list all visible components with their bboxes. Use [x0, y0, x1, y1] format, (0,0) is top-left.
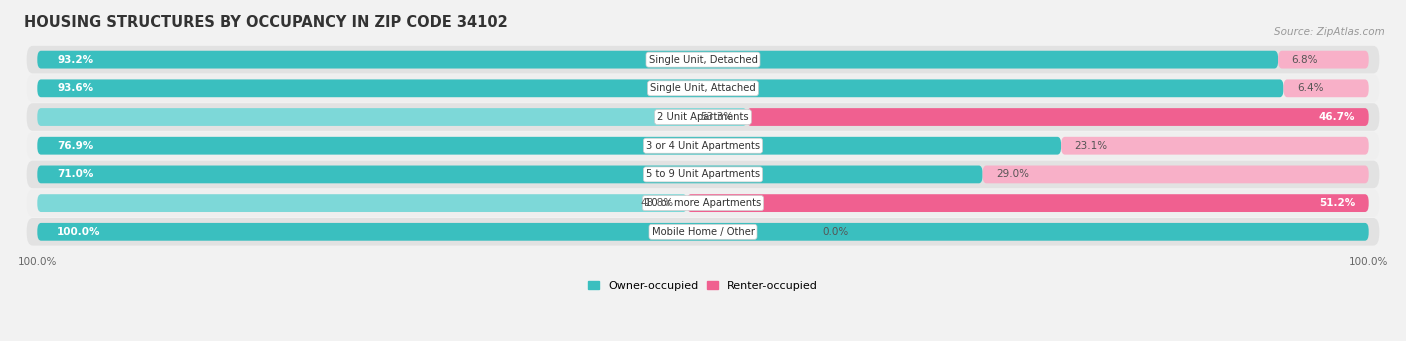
FancyBboxPatch shape — [27, 189, 1379, 217]
FancyBboxPatch shape — [688, 194, 1368, 212]
Text: 0.0%: 0.0% — [823, 227, 849, 237]
Legend: Owner-occupied, Renter-occupied: Owner-occupied, Renter-occupied — [583, 276, 823, 295]
FancyBboxPatch shape — [38, 108, 747, 126]
FancyBboxPatch shape — [983, 165, 1368, 183]
Text: 100.0%: 100.0% — [58, 227, 101, 237]
Text: 3 or 4 Unit Apartments: 3 or 4 Unit Apartments — [645, 141, 761, 151]
Text: 48.8%: 48.8% — [641, 198, 673, 208]
Text: 10 or more Apartments: 10 or more Apartments — [645, 198, 761, 208]
Text: 93.6%: 93.6% — [58, 83, 93, 93]
FancyBboxPatch shape — [27, 46, 1379, 73]
Text: 5 to 9 Unit Apartments: 5 to 9 Unit Apartments — [645, 169, 761, 179]
Text: 51.2%: 51.2% — [1319, 198, 1355, 208]
Text: Source: ZipAtlas.com: Source: ZipAtlas.com — [1274, 27, 1385, 37]
Text: 6.4%: 6.4% — [1296, 83, 1323, 93]
FancyBboxPatch shape — [38, 51, 1278, 69]
FancyBboxPatch shape — [38, 165, 983, 183]
Text: 23.1%: 23.1% — [1074, 141, 1108, 151]
FancyBboxPatch shape — [38, 79, 1284, 97]
FancyBboxPatch shape — [27, 75, 1379, 102]
FancyBboxPatch shape — [747, 108, 1368, 126]
FancyBboxPatch shape — [27, 103, 1379, 131]
Text: 76.9%: 76.9% — [58, 141, 94, 151]
FancyBboxPatch shape — [1278, 51, 1368, 69]
FancyBboxPatch shape — [27, 161, 1379, 188]
FancyBboxPatch shape — [1284, 79, 1368, 97]
Text: HOUSING STRUCTURES BY OCCUPANCY IN ZIP CODE 34102: HOUSING STRUCTURES BY OCCUPANCY IN ZIP C… — [24, 15, 508, 30]
FancyBboxPatch shape — [27, 132, 1379, 160]
Text: 2 Unit Apartments: 2 Unit Apartments — [657, 112, 749, 122]
FancyBboxPatch shape — [38, 194, 688, 212]
Text: 29.0%: 29.0% — [995, 169, 1029, 179]
Text: Mobile Home / Other: Mobile Home / Other — [651, 227, 755, 237]
FancyBboxPatch shape — [1062, 137, 1368, 154]
FancyBboxPatch shape — [38, 137, 1062, 154]
Text: 46.7%: 46.7% — [1319, 112, 1355, 122]
Text: Single Unit, Attached: Single Unit, Attached — [650, 83, 756, 93]
Text: 93.2%: 93.2% — [58, 55, 93, 65]
FancyBboxPatch shape — [27, 218, 1379, 246]
FancyBboxPatch shape — [38, 223, 1368, 241]
Text: Single Unit, Detached: Single Unit, Detached — [648, 55, 758, 65]
Text: 71.0%: 71.0% — [58, 169, 94, 179]
Text: 53.3%: 53.3% — [700, 112, 734, 122]
Text: 6.8%: 6.8% — [1292, 55, 1317, 65]
